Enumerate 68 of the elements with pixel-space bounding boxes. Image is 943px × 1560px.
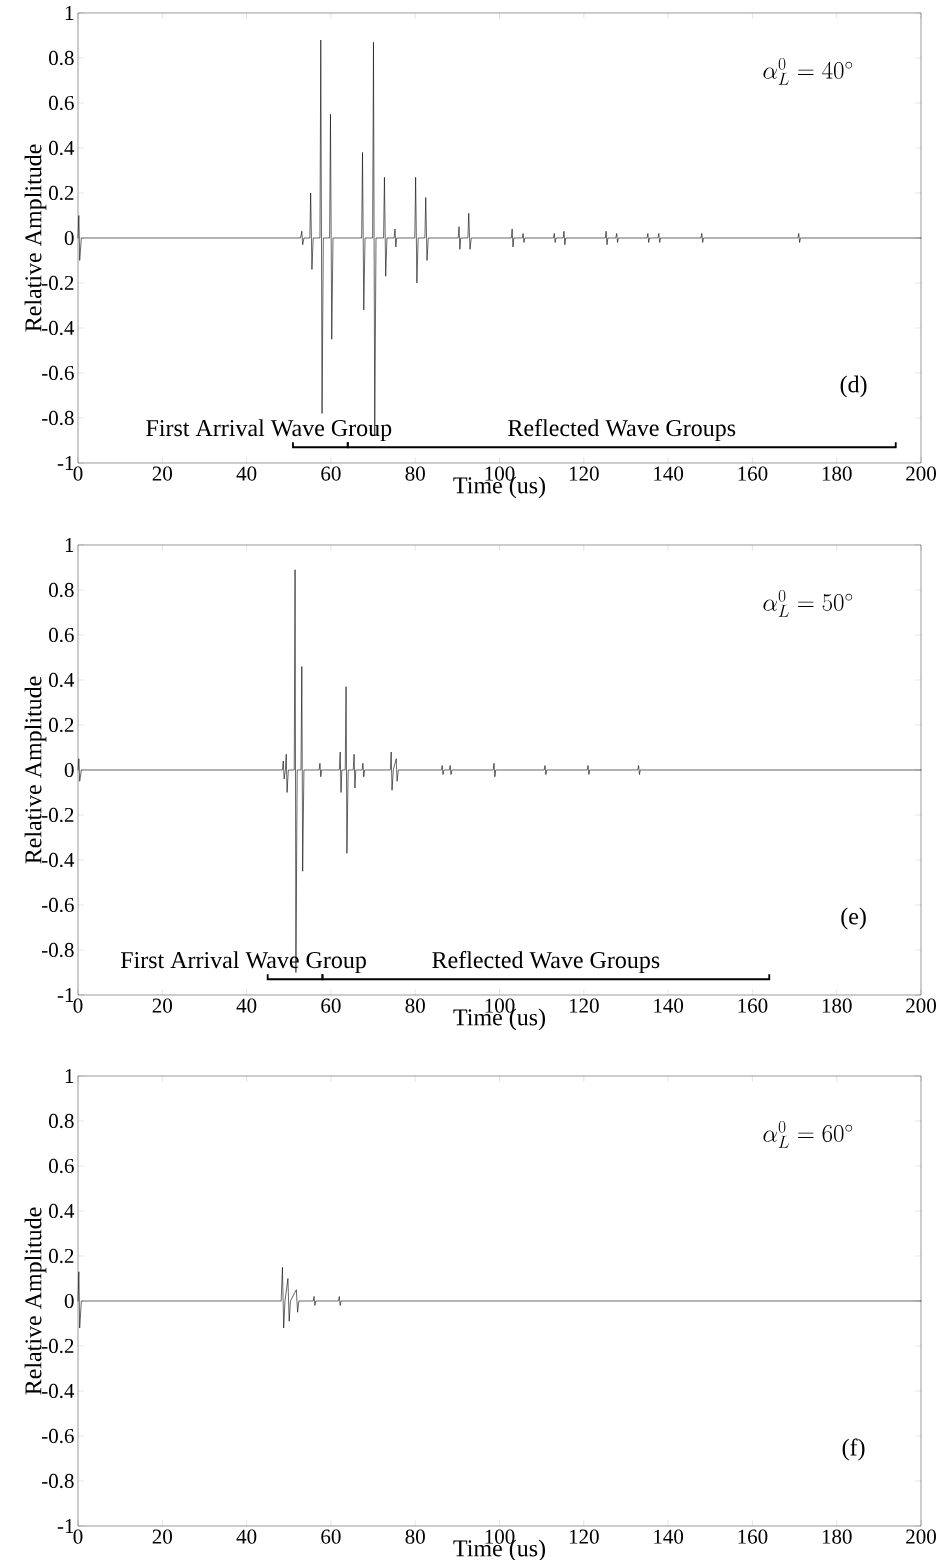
y-tick-label: -0.2 xyxy=(42,1338,74,1354)
y-tick-label: 0.2 xyxy=(49,185,74,201)
y-tick-label: -0.2 xyxy=(42,275,74,291)
y-tick-label: 0.8 xyxy=(49,50,74,66)
x-tick-label: 20 xyxy=(152,998,173,1013)
x-tick-label: 80 xyxy=(405,1529,425,1544)
y-tick-label: 0.4 xyxy=(49,140,75,156)
x-tick-label: 160 xyxy=(738,1529,768,1544)
y-tick-label: 1 xyxy=(65,6,74,20)
y-tick-label: -0.8 xyxy=(42,410,74,426)
x-tick-label: 40 xyxy=(236,1529,257,1544)
x-tick-label: 120 xyxy=(569,998,599,1013)
x-tick-label: 60 xyxy=(321,1529,341,1544)
annotation: $\alpha_L^{0} = 60^{\circ}$ xyxy=(763,1121,853,1148)
annotation: $\alpha_L^{0} = 50^{\circ}$ xyxy=(763,590,853,617)
y-tick-label: 0.6 xyxy=(49,95,74,111)
y-tick-label: -0.4 xyxy=(42,852,75,868)
y-tick-label: 0 xyxy=(64,230,74,246)
y-tick-label: -0.8 xyxy=(42,942,74,958)
annotation: (f) xyxy=(842,1438,865,1461)
annotation: Reflected Wave Groups xyxy=(508,419,736,442)
x-tick-label: 120 xyxy=(569,1529,599,1544)
x-tick-label: 140 xyxy=(654,466,684,481)
y-tick-label: -0.2 xyxy=(42,807,74,823)
y-tick-label: 1 xyxy=(65,1069,74,1083)
y-tick-label: 0.8 xyxy=(49,1113,74,1129)
x-tick-label: 180 xyxy=(822,998,852,1013)
y-tick-label: 0.6 xyxy=(49,627,74,643)
y-tick-label: -1 xyxy=(57,988,74,1002)
y-tick-label: -0.6 xyxy=(42,897,74,913)
y-tick-label: -0.6 xyxy=(42,1428,74,1444)
x-tick-label: 40 xyxy=(236,466,257,481)
y-tick-label: 0.6 xyxy=(49,1158,74,1174)
x-tick-label: 60 xyxy=(321,466,341,481)
y-tick-label: -0.6 xyxy=(42,365,74,381)
x-tick-label: 20 xyxy=(152,466,173,481)
x-tick-label: 180 xyxy=(822,1529,852,1544)
x-tick-label: 60 xyxy=(321,998,341,1013)
x-tick-label: 140 xyxy=(654,1529,684,1544)
x-tick-label: 160 xyxy=(738,466,768,481)
y-tick-label: 0.4 xyxy=(49,1203,75,1219)
annotation: (e) xyxy=(841,907,866,930)
y-tick-label: -1 xyxy=(57,456,74,470)
y-tick-label: -0.4 xyxy=(42,1383,75,1399)
y-tick-label: -1 xyxy=(57,1519,74,1533)
x-tick-label: 40 xyxy=(236,998,257,1013)
y-tick-label: 0.8 xyxy=(49,582,74,598)
y-tick-label: 0 xyxy=(64,762,74,778)
annotation: (d) xyxy=(840,375,867,398)
annotation: $\alpha_L^{0} = 40^{\circ}$ xyxy=(763,58,853,85)
annotation: Reflected Wave Groups xyxy=(432,951,660,974)
y-tick-label: 0 xyxy=(64,1293,74,1309)
x-tick-label: 160 xyxy=(738,998,768,1013)
y-tick-label: 0.4 xyxy=(49,672,75,688)
y-tick-label: -0.8 xyxy=(42,1473,74,1489)
x-tick-label: 80 xyxy=(405,998,425,1013)
y-tick-label: -0.4 xyxy=(42,320,75,336)
x-tick-label: 120 xyxy=(569,466,599,481)
x-tick-label: 140 xyxy=(654,998,684,1013)
y-tick-label: 0.2 xyxy=(49,717,74,733)
x-tick-label: 200 xyxy=(906,466,936,481)
x-tick-label: 200 xyxy=(906,998,936,1013)
y-tick-label: 1 xyxy=(65,538,74,552)
x-tick-label: 180 xyxy=(822,466,852,481)
x-tick-label: 80 xyxy=(405,466,425,481)
y-tick-label: 0.2 xyxy=(49,1248,74,1264)
x-tick-label: 200 xyxy=(906,1529,936,1544)
x-tick-label: 20 xyxy=(152,1529,173,1544)
